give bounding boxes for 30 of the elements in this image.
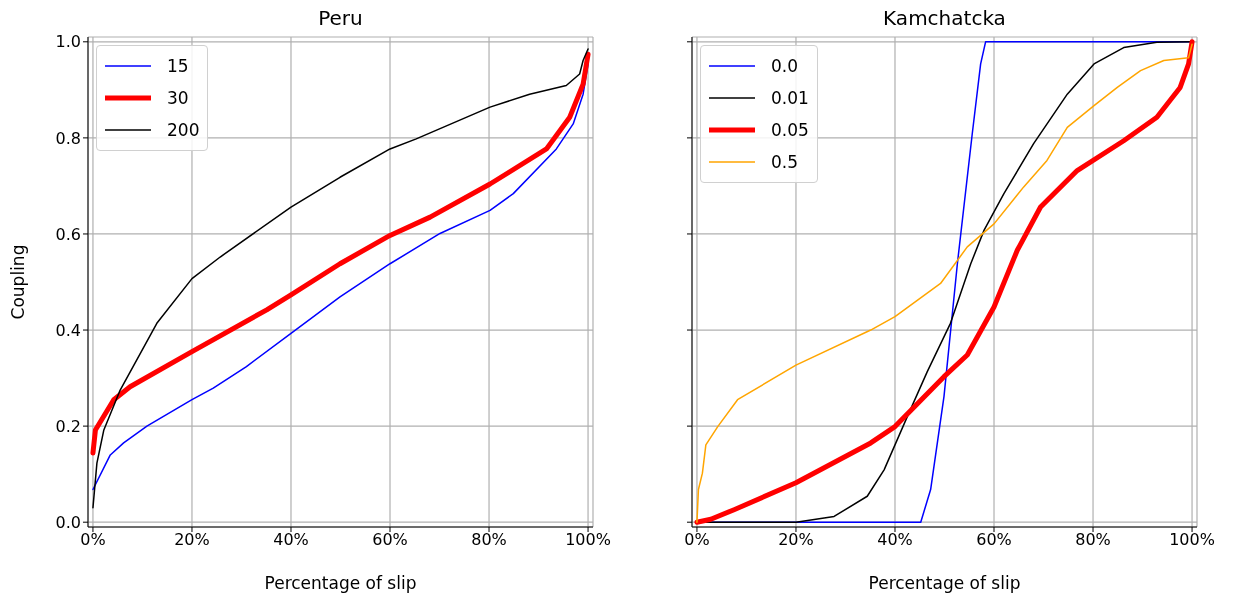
x-tick-label: 80% [471,530,507,550]
y-tick-label: 0.4 [55,320,81,340]
legend-label: 15 [167,56,189,76]
x-tick-label: 80% [1075,530,1111,550]
legend-label: 200 [167,120,200,140]
y-tick-label: 0.2 [55,416,81,436]
x-tick-label: 100% [1169,530,1215,550]
x-tick-label: 60% [976,530,1012,550]
x-tick-label: 20% [174,530,210,550]
x-tick-label: 40% [877,530,913,550]
x-tick-label: 60% [372,530,408,550]
legend-label: 30 [167,88,189,108]
x-tick-label: 100% [565,530,611,550]
y-tick-label: 0.8 [55,128,81,148]
legend-label: 0.5 [771,152,799,172]
legend-label: 0.01 [771,88,809,108]
x-tick-label: 0% [684,530,710,550]
x-axis-title: Percentage of slip [868,573,1021,593]
x-axis-title: Percentage of slip [264,573,417,593]
legend-label: 0.05 [771,120,809,140]
chart-title: Peru [317,6,364,30]
y-tick-label: 0.0 [55,512,81,532]
y-axis-title: Coupling [8,244,29,320]
y-tick-label: 1.0 [55,32,81,52]
legend-label: 0.0 [771,56,799,76]
chart-title: Kamchatcka [882,6,1007,30]
x-tick-label: 20% [778,530,814,550]
x-tick-label: 40% [273,530,309,550]
x-tick-label: 0% [80,530,106,550]
y-tick-label: 0.6 [55,224,81,244]
